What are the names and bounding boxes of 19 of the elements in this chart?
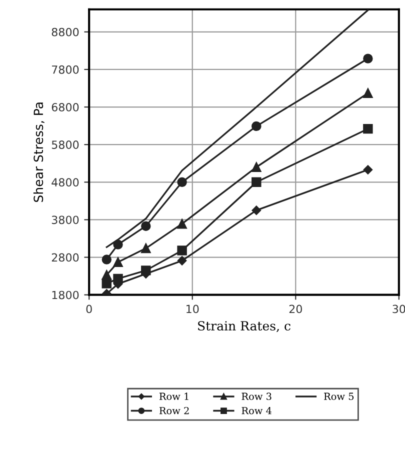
- legend-label: Row 1: [159, 392, 188, 400]
- y-tick-label: 1800: [52, 290, 79, 300]
- y-tick-label: 5800: [52, 140, 79, 149]
- x-tick-label: 30: [392, 304, 405, 314]
- y-tick-label: 6800: [52, 103, 79, 112]
- legend-label: Row 3: [242, 392, 272, 400]
- legend-label: Row 2: [159, 406, 189, 414]
- x-tick-label: 20: [289, 304, 302, 314]
- legend-label: Row 4: [242, 406, 272, 414]
- legend-label: Row 5: [324, 392, 354, 400]
- x-tick-label: 0: [86, 304, 92, 314]
- y-tick-label: 7800: [52, 65, 79, 74]
- y-tick-label: 3800: [52, 216, 79, 224]
- y-axis-title: Shear Stress, Pa: [33, 102, 44, 202]
- x-tick-label: 10: [186, 304, 199, 314]
- y-tick-label: 4800: [52, 178, 79, 187]
- y-tick-label: 2800: [52, 253, 79, 262]
- x-axis-title: Strain Rates, c: [198, 321, 290, 332]
- y-tick-label: 8800: [52, 28, 79, 36]
